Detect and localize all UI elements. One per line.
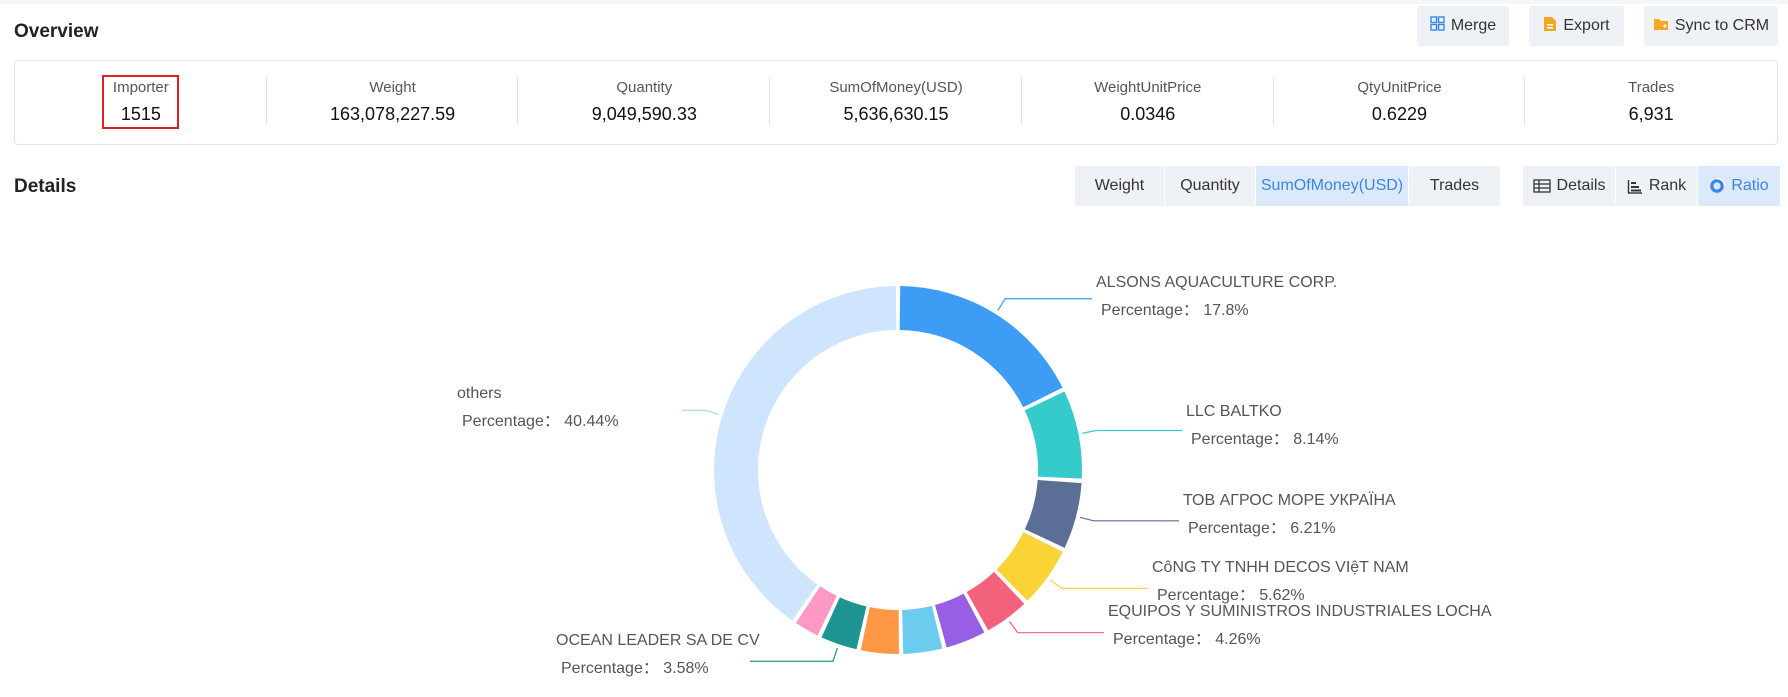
sync-to-crm-button[interactable]: Sync to CRM (1644, 6, 1778, 46)
table-icon (1532, 179, 1551, 193)
stat-value: 9,049,590.33 (591, 104, 697, 124)
stat-value: 0.0346 (1120, 104, 1176, 124)
slice-name-label: ALSONS AQUACULTURE CORP. (1096, 274, 1337, 291)
slice-percentage-label: Percentage： 40.44% (462, 413, 619, 430)
stat-divider (1524, 77, 1526, 125)
label-leader-line (1082, 429, 1182, 434)
stat-value: 5,636,630.15 (843, 104, 949, 124)
stat-quantity[interactable]: Quantity 9,049,590.33 (518, 61, 771, 144)
label-leader-line (750, 647, 839, 662)
stat-sum-of-money[interactable]: SumOfMoney(USD) 5,636,630.15 (770, 61, 1022, 144)
highlight-box (102, 75, 179, 129)
stat-label: QtyUnitPrice (1357, 79, 1442, 96)
slice-name-label: others (457, 385, 501, 402)
stat-divider (265, 77, 267, 125)
slice-percentage-label: Percentage： 3.58% (561, 660, 709, 677)
stat-divider (517, 77, 519, 125)
stat-label: Trades (1628, 79, 1675, 96)
export-label: Export (1563, 17, 1610, 34)
stat-weight-unit-price[interactable]: WeightUnitPrice 0.0346 (1022, 61, 1274, 144)
pie-slice[interactable] (821, 597, 867, 650)
details-title: Details (14, 176, 77, 197)
label-leader-line (1050, 579, 1148, 589)
folder-icon (1653, 17, 1669, 36)
pie-slice[interactable] (899, 286, 1063, 408)
stat-divider (1020, 77, 1022, 125)
tab-ratio[interactable]: Ratio (1698, 166, 1780, 206)
stat-value: 163,078,227.59 (330, 104, 456, 124)
pie-slice[interactable] (860, 607, 899, 654)
stat-value: 1515 (120, 104, 161, 124)
pie-slice[interactable] (935, 593, 985, 648)
stat-label: WeightUnitPrice (1094, 79, 1202, 96)
overview-stats-panel: Importer 1515 Weight 163,078,227.59 Quan… (14, 60, 1778, 145)
stat-importer[interactable]: Importer 1515 (15, 61, 267, 144)
slice-name-label: ТОВ АГРОС МОРЕ УКРАЇНА (1183, 491, 1396, 509)
label-leader-line (1079, 516, 1179, 522)
pie-slice[interactable] (1024, 479, 1082, 548)
view-tabs: Details Rank Ratio (1523, 166, 1780, 206)
tab-details[interactable]: Details (1523, 166, 1616, 206)
sync-to-crm-label: Sync to CRM (1674, 17, 1770, 34)
slice-name-label: OCEAN LEADER SA DE CV (556, 632, 760, 649)
stat-qty-unit-price[interactable]: QtyUnitPrice 0.6229 (1274, 61, 1526, 144)
slice-percentage-label: Percentage： 4.26% (1113, 631, 1261, 648)
stat-label: SumOfMoney(USD) (829, 79, 963, 96)
tab-details-label: Details (1556, 177, 1606, 194)
slice-name-label: EQUIPOS Y SUMINISTROS INDUSTRIALES LOCHA (1108, 603, 1492, 620)
pie-chart-icon (1709, 178, 1726, 194)
stat-trades[interactable]: Trades 6,931 (1525, 61, 1777, 144)
rank-icon (1627, 179, 1643, 194)
stat-value: 6,931 (1628, 104, 1674, 124)
label-leader-line (682, 409, 719, 415)
stat-divider (1272, 77, 1274, 125)
tab-sum-of-money[interactable]: SumOfMoney(USD) (1256, 166, 1409, 206)
metric-tabs: Weight Quantity SumOfMoney(USD) Trades (1075, 166, 1500, 206)
slice-name-label: CôNG TY TNHH DECOS VIệT NAM (1152, 559, 1409, 576)
slice-percentage-label: Percentage： 17.8% (1101, 302, 1249, 319)
pie-slice[interactable] (1024, 391, 1082, 479)
pie-slice[interactable] (902, 605, 943, 654)
stat-divider (769, 77, 771, 125)
pie-slice[interactable] (795, 586, 837, 636)
stat-weight[interactable]: Weight 163,078,227.59 (267, 61, 519, 144)
stat-label: Importer (112, 79, 169, 96)
label-leader-line (997, 298, 1092, 311)
overview-title: Overview (14, 21, 99, 42)
top-border (0, 0, 1788, 4)
pie-slice[interactable] (996, 532, 1063, 601)
stat-label: Weight (369, 79, 416, 96)
stat-value: 0.6229 (1371, 104, 1427, 124)
tab-rank[interactable]: Rank (1616, 166, 1698, 206)
tab-quantity[interactable]: Quantity (1165, 166, 1256, 206)
pie-slice[interactable] (966, 571, 1025, 631)
slice-percentage-label: Percentage： 5.62% (1157, 587, 1305, 604)
tab-rank-label: Rank (1648, 177, 1687, 194)
pie-slice[interactable] (714, 286, 897, 621)
export-icon (1543, 16, 1557, 37)
stat-label: Quantity (616, 79, 673, 96)
tab-weight[interactable]: Weight (1075, 166, 1165, 206)
slice-percentage-label: Percentage： 6.21% (1188, 520, 1336, 537)
merge-button[interactable]: Merge (1417, 6, 1509, 46)
merge-icon (1430, 16, 1445, 36)
export-button[interactable]: Export (1529, 6, 1624, 46)
slice-name-label: LLC BALTKO (1186, 403, 1282, 420)
slice-percentage-label: Percentage： 8.14% (1191, 431, 1339, 448)
label-leader-line (1008, 621, 1104, 634)
tab-ratio-label: Ratio (1731, 177, 1769, 194)
tab-trades[interactable]: Trades (1429, 177, 1480, 194)
merge-label: Merge (1450, 17, 1497, 34)
